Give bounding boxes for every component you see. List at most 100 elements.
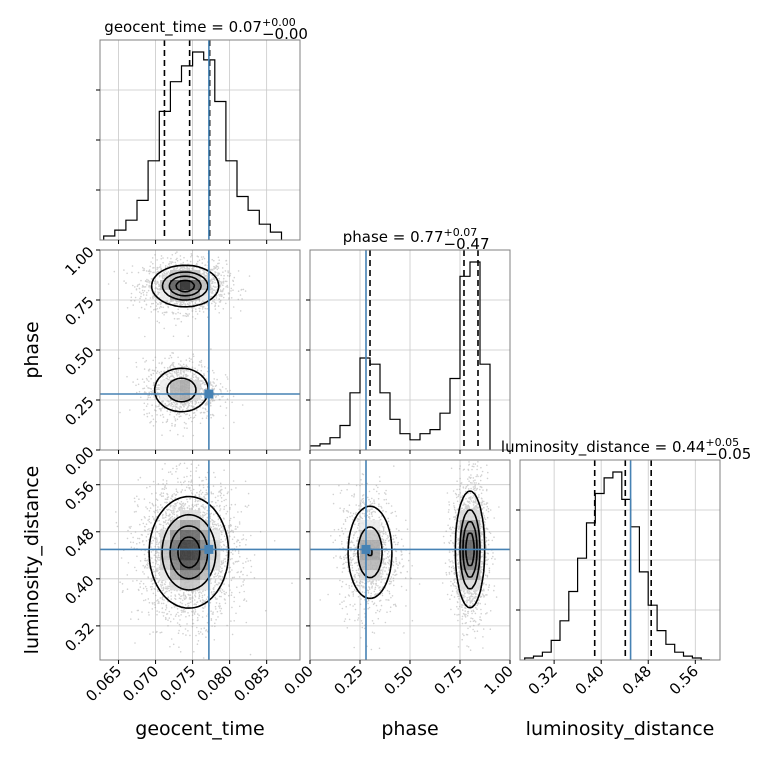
density-cell [170, 290, 181, 301]
density-cell [470, 520, 481, 531]
density-cell [170, 570, 181, 581]
y-tick-label: 0.00 [61, 443, 97, 479]
x-axis-label-geocent_time: geocent_time [135, 718, 264, 740]
density-cell [160, 390, 171, 401]
density-cell [180, 270, 191, 281]
density-cell [180, 280, 191, 291]
x-tick-label: 0.065 [82, 662, 125, 705]
panel-hist-geocent_time: geocent_time = 0.07+0.00−0.00 [96, 16, 308, 241]
density-cell [190, 280, 201, 291]
density-cell [360, 560, 371, 571]
panel-luminosity_distance-vs-phase [309, 459, 511, 661]
density-cell [470, 570, 481, 581]
panel-phase-vs-geocent_time [99, 249, 301, 451]
density-cell [370, 530, 381, 541]
x-tick-label: 0.085 [230, 662, 273, 705]
density-cell [190, 570, 201, 581]
density-cell [160, 570, 171, 581]
y-tick-label: 0.75 [61, 293, 97, 329]
contour-level-4 [175, 279, 196, 293]
panel-title-text: luminosity_distance = 0.44+0.05 [501, 436, 739, 457]
truth-marker [204, 544, 214, 554]
density-cell [170, 520, 181, 531]
density-cell [190, 270, 201, 281]
contour-level-1 [347, 490, 486, 609]
panel-title-phase: phase = 0.77+0.07−0.47 [343, 226, 490, 253]
density-cell [460, 560, 471, 571]
density-cell [160, 550, 171, 561]
density-cell [200, 280, 211, 291]
x-tick-label: 0.48 [619, 662, 655, 698]
panel-title-text: geocent_time = 0.07+0.00 [104, 16, 295, 37]
contour-level-4 [465, 532, 475, 567]
panel-hist-phase: phase = 0.77+0.07−0.47 [306, 226, 511, 451]
x-axis-label-luminosity_distance: luminosity_distance [526, 718, 715, 740]
density-cell [180, 520, 191, 531]
title-upper-error: +0.07 [444, 226, 478, 239]
y-tick-label: 0.50 [61, 343, 97, 379]
title-main: luminosity_distance = 0.44 [501, 438, 705, 457]
x-tick-label: 0.070 [119, 662, 162, 705]
panel-title-luminosity_distance: luminosity_distance = 0.44+0.05−0.05 [501, 436, 751, 463]
density-cell [470, 540, 481, 551]
density-cell [180, 530, 191, 541]
x-tick-label: 0.075 [156, 662, 199, 705]
density-cell [170, 540, 181, 551]
density-cell [190, 290, 201, 301]
density-cell [370, 550, 381, 561]
density-cell [160, 280, 171, 291]
density-cell [180, 540, 191, 551]
density-cell [190, 520, 201, 531]
density-cell [180, 390, 191, 401]
density-cell [360, 530, 371, 541]
y-tick-label: 0.56 [61, 478, 97, 514]
density-cell [200, 570, 211, 581]
contour-level-3 [367, 521, 478, 578]
density-cell [180, 560, 191, 571]
panel-hist-luminosity_distance: luminosity_distance = 0.44+0.05−0.05 [501, 436, 751, 661]
x-tick-label: 0.56 [666, 662, 702, 698]
density-cell [180, 550, 191, 561]
panel-plot-area [100, 250, 300, 450]
title-lower-error: −0.05 [705, 445, 751, 463]
density-cell [470, 580, 481, 591]
density-cell [160, 290, 171, 301]
density-cell [170, 270, 181, 281]
x-axis-label-phase: phase [381, 718, 438, 740]
density-cell [210, 560, 221, 571]
x-tick-label: 0.75 [430, 662, 466, 698]
hist-plot-area [310, 250, 510, 450]
title-upper-error: +0.00 [262, 16, 296, 29]
density-cell [190, 510, 201, 521]
title-main: geocent_time = 0.07 [104, 18, 262, 37]
density-cell [360, 550, 371, 561]
hist-plot-area [520, 460, 720, 660]
contour-level-1 [148, 495, 230, 609]
density-cell [460, 570, 471, 581]
density-cell [160, 380, 171, 391]
density-cell [180, 380, 191, 391]
x-tick-label: 0.00 [280, 662, 316, 698]
title-main: phase = 0.77 [343, 228, 444, 246]
density-cell [160, 560, 171, 571]
density-cell [460, 540, 471, 551]
histogram-step [524, 471, 710, 660]
density-cell [170, 560, 181, 571]
x-tick-label: 1.00 [480, 662, 516, 698]
x-tick-label: 0.40 [572, 662, 608, 698]
panel-plot-area [100, 460, 300, 660]
density-cell [200, 550, 211, 561]
x-tick-label: 0.080 [193, 662, 236, 705]
y-tick-label: 0.25 [61, 393, 97, 429]
y-tick-label: 0.32 [61, 619, 97, 655]
histogram-step [310, 261, 491, 450]
density-cell [170, 280, 181, 291]
density-cell [200, 580, 211, 591]
x-tick-label: 0.25 [330, 662, 366, 698]
density-cell [200, 520, 211, 531]
density-cell [460, 550, 471, 561]
panel-luminosity_distance-vs-geocent_time [99, 459, 301, 661]
truth-marker [361, 544, 371, 554]
panel-frame [99, 459, 301, 661]
contour-level-2 [161, 271, 209, 403]
